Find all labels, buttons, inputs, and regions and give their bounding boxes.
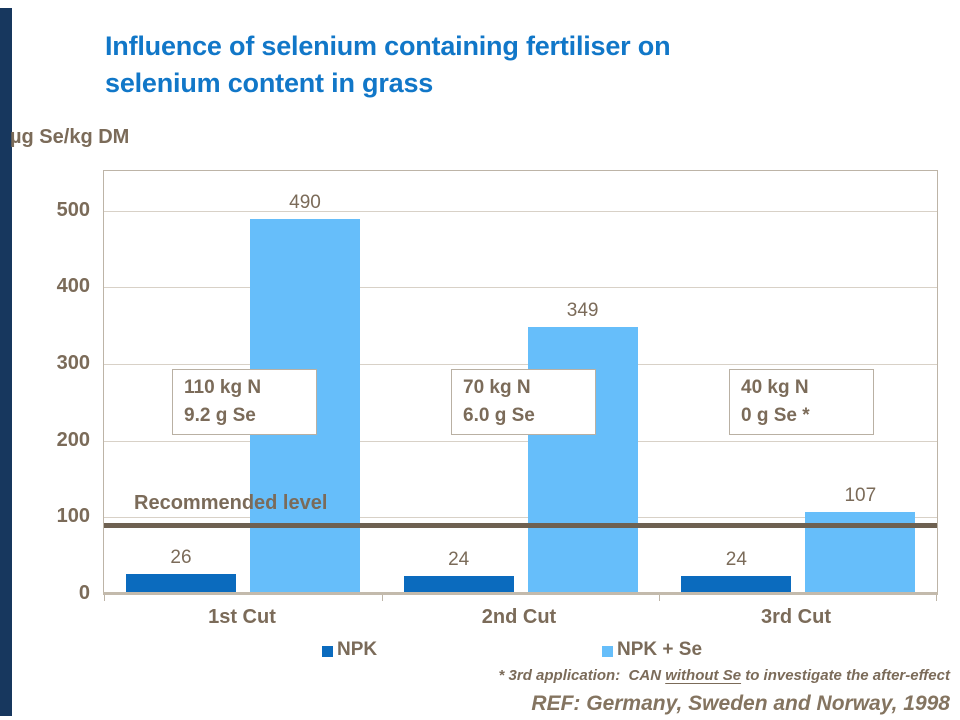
footnote: * 3rd application: CAN without Se to inv… [499,667,950,684]
legend-label-npk-se: NPK + Se [617,639,703,660]
annotation-line: 6.0 g Se [463,405,535,426]
gridline-300 [104,364,937,366]
y-axis-tick-100: 100 [56,505,90,528]
y-axis-tick-400: 400 [56,275,90,298]
bar-value-npk-se-3rd-cut: 107 [844,485,877,506]
x-axis-line [103,592,938,595]
x-axis-tick-mark [659,594,661,601]
gridline-100 [104,517,937,519]
footnote-prefix: * 3rd application: CAN [498,667,666,684]
bar-npk-2nd-cut [403,575,514,594]
y-axis-tick-200: 200 [56,428,90,451]
x-axis-tick-mark [381,594,383,601]
x-axis-category-3: 3rd Cut [761,606,831,628]
gridline-400 [104,287,937,289]
recommended-level-line [104,523,937,529]
annotation-box-1st-cut: 110 kg N 9.2 g Se [172,369,317,435]
footnote-underlined: without Se [665,667,742,684]
annotation-line: 9.2 g Se [184,405,256,426]
page-title-line1: Influence of selenium containing fertili… [105,31,671,61]
y-axis-tick-0: 0 [78,582,90,604]
left-accent-stripe [0,8,12,716]
x-axis-tick-mark [104,594,105,601]
reference-citation: REF: Germany, Sweden and Norway, 1998 [531,692,950,715]
x-axis-category-1: 1st Cut [208,606,276,628]
footnote-suffix: to investigate the after-effect [741,667,950,684]
reference-line-label: Recommended level [134,492,328,514]
page-title-line2: selenium content in grass [105,68,434,98]
y-axis-unit-label: µg Se/kg DM [10,126,130,148]
bar-npk-3rd-cut [681,575,792,594]
legend-swatch-npk-se [602,645,613,657]
annotation-line: 0 g Se * [741,405,810,426]
annotation-line: 40 kg N [741,377,809,398]
bar-chart-plot-area: Recommended level 110 kg N 9.2 g Se 70 k… [57,170,938,604]
bar-npk-se-2nd-cut [527,326,638,594]
legend-item-npk-se: NPK + Se [602,639,702,661]
gridline-200 [104,440,937,442]
bar-value-npk-2nd-cut: 24 [448,548,470,570]
annotation-line: 110 kg N [184,377,262,398]
annotation-box-3rd-cut: 40 kg N 0 g Se * [729,369,874,435]
legend-item-npk: NPK [322,639,377,661]
bar-value-npk-3rd-cut: 24 [725,548,747,570]
legend-swatch-npk [322,645,333,657]
y-axis-tick-500: 500 [56,198,90,221]
page-title: Influence of selenium containing fertili… [105,28,885,102]
y-axis-tick-300: 300 [56,352,90,375]
bar-value-npk-se-2nd-cut: 349 [566,299,599,321]
gridline-500 [104,210,937,212]
legend-label-npk: NPK [337,639,378,660]
bar-value-npk-se-1st-cut: 490 [289,191,321,213]
annotation-line: 70 kg N [463,377,531,398]
x-axis-category-2: 2nd Cut [481,606,557,628]
bar-npk-1st-cut [126,574,236,594]
x-axis-tick-mark [936,594,937,601]
bar-value-npk-1st-cut: 26 [170,547,192,569]
annotation-box-2nd-cut: 70 kg N 6.0 g Se [451,369,596,435]
